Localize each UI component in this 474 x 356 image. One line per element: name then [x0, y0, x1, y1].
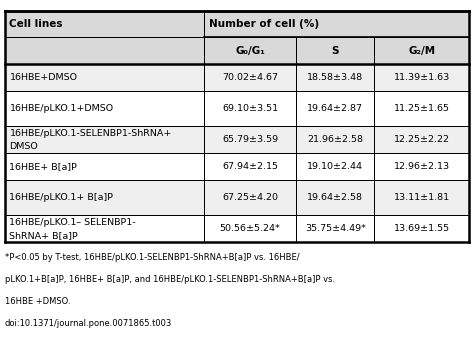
Text: 21.96±2.58: 21.96±2.58 — [307, 135, 364, 144]
Bar — [5, 215, 204, 242]
Text: 16HBE/pLKO.1+ B[a]P: 16HBE/pLKO.1+ B[a]P — [9, 193, 113, 202]
Text: 19.64±2.58: 19.64±2.58 — [307, 193, 364, 202]
Text: 12.25±2.22: 12.25±2.22 — [394, 135, 450, 144]
Bar — [5, 153, 204, 180]
Text: 70.02±4.67: 70.02±4.67 — [222, 73, 278, 82]
Bar — [374, 215, 469, 242]
Text: *P<0.05 by T-test, 16HBE/pLKO.1-SELENBP1-ShRNA+B[a]P vs. 16HBE/: *P<0.05 by T-test, 16HBE/pLKO.1-SELENBP1… — [5, 253, 300, 262]
Text: G₂/M: G₂/M — [408, 46, 436, 56]
Text: 67.25±4.20: 67.25±4.20 — [222, 193, 278, 202]
Text: 19.64±2.87: 19.64±2.87 — [307, 104, 364, 113]
Text: 12.96±2.13: 12.96±2.13 — [394, 162, 450, 171]
Text: ShRNA+ B[a]P: ShRNA+ B[a]P — [9, 231, 78, 240]
Bar — [5, 64, 204, 91]
Text: DMSO: DMSO — [9, 142, 38, 151]
Bar — [5, 126, 204, 153]
Bar — [204, 37, 296, 64]
Text: 35.75±4.49*: 35.75±4.49* — [305, 224, 366, 233]
Bar — [374, 126, 469, 153]
Text: 16HBE/pLKO.1-SELENBP1-ShRNA+: 16HBE/pLKO.1-SELENBP1-ShRNA+ — [9, 129, 172, 138]
Text: 13.69±1.55: 13.69±1.55 — [394, 224, 450, 233]
Text: 65.79±3.59: 65.79±3.59 — [222, 135, 278, 144]
Text: 11.25±1.65: 11.25±1.65 — [394, 104, 450, 113]
Bar — [5, 37, 204, 64]
Bar — [296, 64, 374, 91]
Bar — [296, 215, 374, 242]
Bar — [296, 126, 374, 153]
Text: doi:10.1371/journal.pone.0071865.t003: doi:10.1371/journal.pone.0071865.t003 — [5, 319, 172, 328]
Bar — [204, 215, 296, 242]
Text: 16HBE+DMSO: 16HBE+DMSO — [9, 73, 77, 82]
Bar — [374, 37, 469, 64]
Text: 16HBE +DMSO.: 16HBE +DMSO. — [5, 297, 70, 306]
Text: 19.10±2.44: 19.10±2.44 — [307, 162, 364, 171]
Text: 16HBE/pLKO.1+DMSO: 16HBE/pLKO.1+DMSO — [9, 104, 114, 113]
Bar — [204, 64, 296, 91]
Bar — [204, 11, 469, 37]
Text: Number of cell (%): Number of cell (%) — [209, 19, 319, 29]
Text: 18.58±3.48: 18.58±3.48 — [307, 73, 364, 82]
Bar — [296, 153, 374, 180]
Text: 16HBE/pLKO.1– SELENBP1-: 16HBE/pLKO.1– SELENBP1- — [9, 218, 136, 227]
Text: Cell lines: Cell lines — [9, 19, 63, 29]
Text: G₀/G₁: G₀/G₁ — [235, 46, 265, 56]
Bar — [204, 153, 296, 180]
Text: 50.56±5.24*: 50.56±5.24* — [219, 224, 281, 233]
Text: 11.39±1.63: 11.39±1.63 — [394, 73, 450, 82]
Text: S: S — [332, 46, 339, 56]
Bar — [374, 153, 469, 180]
Text: pLKO.1+B[a]P, 16HBE+ B[a]P, and 16HBE/pLKO.1-SELENBP1-ShRNA+B[a]P vs.: pLKO.1+B[a]P, 16HBE+ B[a]P, and 16HBE/pL… — [5, 275, 335, 284]
Bar — [5, 11, 204, 37]
Text: 13.11±1.81: 13.11±1.81 — [394, 193, 450, 202]
Text: 69.10±3.51: 69.10±3.51 — [222, 104, 278, 113]
Text: 67.94±2.15: 67.94±2.15 — [222, 162, 278, 171]
Bar — [204, 126, 296, 153]
Bar — [296, 37, 374, 64]
Bar — [374, 64, 469, 91]
Text: 16HBE+ B[a]P: 16HBE+ B[a]P — [9, 162, 77, 171]
